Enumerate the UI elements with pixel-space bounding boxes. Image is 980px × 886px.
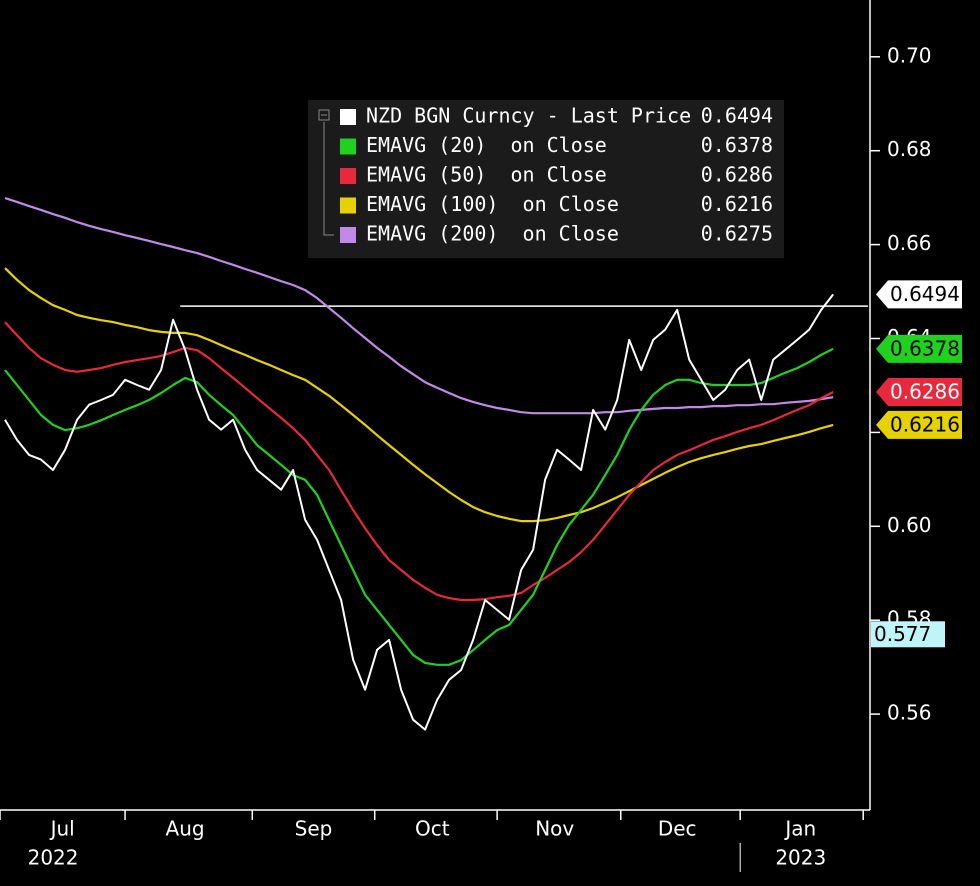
x-tick-label: Nov bbox=[535, 817, 574, 841]
legend-tree bbox=[323, 122, 334, 236]
value-box bbox=[876, 280, 962, 309]
legend-label: EMAVG (20) on Close bbox=[366, 133, 607, 157]
value-box bbox=[876, 410, 962, 439]
x-tick-label: Jan bbox=[783, 817, 816, 841]
collapse-icon bbox=[318, 109, 330, 121]
y-tick-label: 0.70 bbox=[887, 43, 932, 67]
series-line bbox=[4, 267, 834, 523]
value-box-label: 0.6216 bbox=[890, 412, 960, 436]
year-label: 2022 bbox=[28, 846, 79, 870]
value-box bbox=[876, 378, 962, 407]
legend-value: 0.6378 bbox=[701, 133, 773, 157]
crosshair-label: 0.577 bbox=[874, 622, 931, 646]
value-box-label: 0.6494 bbox=[890, 282, 960, 306]
y-tick-label: 0.68 bbox=[887, 137, 932, 161]
legend-value: 0.6494 bbox=[701, 104, 773, 128]
legend-swatch bbox=[340, 138, 356, 155]
legend-label: NZD BGN Curncy - Last Price bbox=[366, 104, 691, 128]
legend-swatch bbox=[340, 197, 356, 214]
legend-label: EMAVG (100) on Close bbox=[366, 192, 619, 216]
x-tick-label: Dec bbox=[658, 817, 697, 841]
series-line bbox=[4, 293, 834, 731]
legend-value: 0.6216 bbox=[701, 192, 773, 216]
series-line bbox=[4, 347, 834, 666]
x-tick-label: Sep bbox=[295, 817, 333, 841]
x-tick-label: Jul bbox=[49, 817, 75, 841]
legend: NZD BGN Curncy - Last Price 0.6494 EMAVG (… bbox=[308, 100, 784, 258]
plot bbox=[4, 197, 868, 731]
axis-boxes: 0.6494 0.6378 0.6286 0.6216 0.577 bbox=[871, 280, 962, 648]
value-box-label: 0.6286 bbox=[890, 380, 960, 404]
legend-label: EMAVG (50) on Close bbox=[366, 163, 607, 187]
legend-value: 0.6275 bbox=[701, 222, 773, 246]
legend-swatch bbox=[340, 168, 356, 184]
legend-label: EMAVG (200) on Close bbox=[366, 222, 619, 246]
y-tick-label: 0.56 bbox=[887, 701, 932, 725]
series-line bbox=[4, 197, 834, 415]
year-label: 2023 bbox=[775, 846, 826, 870]
value-box bbox=[876, 334, 962, 363]
crosshair-box bbox=[871, 621, 945, 648]
y-tick-label: 0.66 bbox=[887, 231, 932, 255]
legend-value: 0.6286 bbox=[701, 163, 773, 187]
value-box-label: 0.6378 bbox=[890, 336, 960, 360]
legend-swatch bbox=[340, 227, 356, 243]
legend-swatch bbox=[340, 109, 356, 125]
y-tick-label: 0.60 bbox=[887, 513, 932, 537]
x-tick-label: Aug bbox=[166, 817, 205, 841]
x-tick-label: Oct bbox=[415, 817, 450, 841]
legend-background bbox=[308, 100, 784, 258]
series-line bbox=[4, 321, 834, 602]
